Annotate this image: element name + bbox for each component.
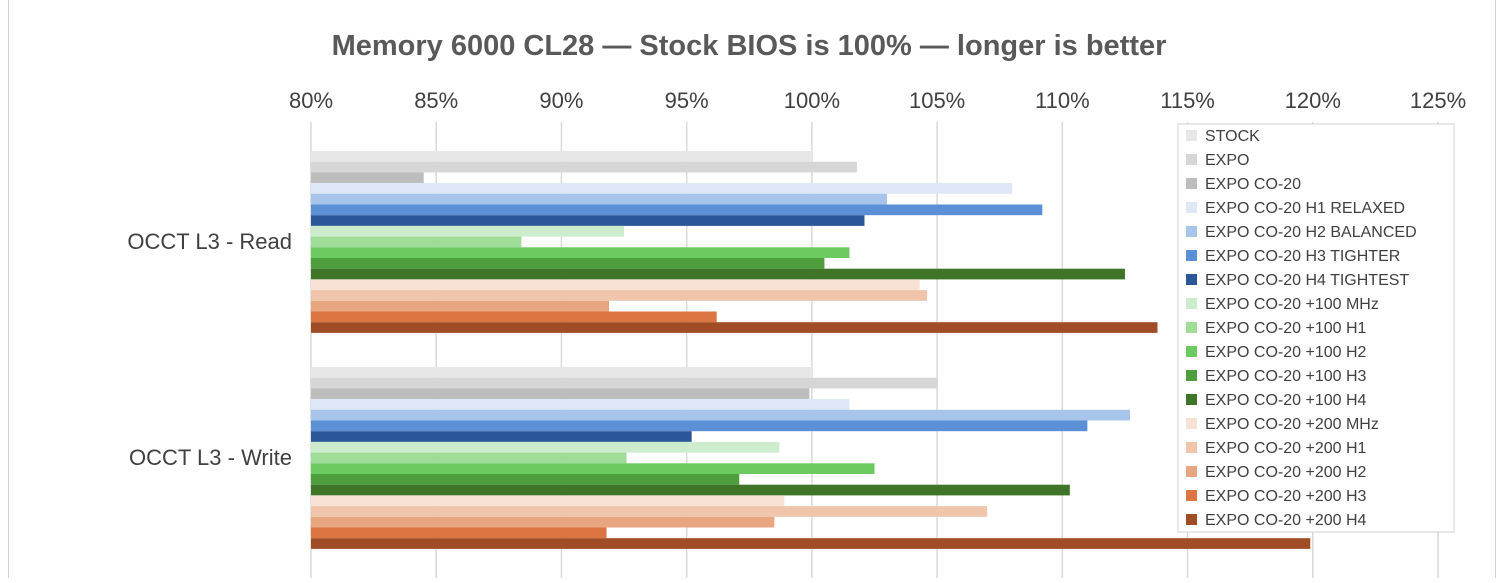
bar — [311, 399, 850, 410]
bar — [311, 527, 607, 539]
bar — [311, 172, 424, 184]
bar — [311, 463, 875, 474]
legend-label: EXPO CO-20 +100 H1 — [1205, 320, 1367, 337]
x-tick-label: 105% — [909, 88, 965, 113]
x-tick-label: 115% — [1160, 88, 1215, 113]
bar — [311, 420, 1088, 432]
bar — [311, 367, 812, 378]
legend-label: EXPO CO-20 H4 TIGHTEST — [1205, 272, 1409, 289]
category-label: OCCT L3 - Write — [129, 445, 292, 470]
bar-chart: Memory 6000 CL28 — Stock BIOS is 100% — … — [127, 30, 1466, 578]
legend-swatch — [1186, 298, 1197, 309]
bar — [311, 538, 1311, 549]
legend-label: EXPO CO-20 +100 H2 — [1205, 344, 1367, 361]
legend-swatch — [1186, 322, 1197, 333]
x-tick-label: 100% — [784, 88, 840, 113]
legend-swatch — [1186, 130, 1197, 141]
legend-swatch — [1186, 154, 1197, 165]
legend-label: STOCK — [1205, 128, 1260, 145]
legend-label: EXPO CO-20 +200 MHz — [1205, 416, 1379, 433]
category-label: OCCT L3 - Read — [127, 229, 292, 254]
bar — [311, 183, 1013, 194]
bar — [311, 322, 1158, 333]
bar — [311, 495, 785, 507]
bar — [311, 279, 920, 291]
legend-swatch — [1186, 370, 1197, 381]
legend-swatch — [1186, 202, 1197, 213]
legend-swatch — [1186, 418, 1197, 429]
legend-label: EXPO — [1205, 152, 1249, 169]
bar — [311, 193, 888, 205]
bar — [311, 290, 928, 301]
legend: STOCK EXPO EXPO CO-20 EXPO CO-20 H1 RELAXED… — [1177, 123, 1455, 533]
bar — [311, 409, 1130, 421]
legend-swatch — [1186, 250, 1197, 261]
legend-swatch — [1186, 442, 1197, 453]
bar — [311, 258, 825, 269]
x-axis-ticks: 80% 85% 90% 95% 100% 105% 110% 115% 120% 125% — [289, 88, 1466, 113]
bar — [311, 388, 810, 400]
legend-swatch — [1186, 394, 1197, 405]
legend-label: EXPO CO-20 +200 H4 — [1205, 512, 1367, 529]
legend-swatch — [1186, 466, 1197, 477]
bar — [311, 300, 610, 312]
bar — [311, 506, 988, 517]
bar — [311, 484, 1070, 496]
x-tick-label: 90% — [539, 88, 583, 113]
bar — [311, 268, 1125, 280]
legend-label: EXPO CO-20 H1 RELAXED — [1205, 200, 1405, 217]
bar — [311, 431, 692, 442]
x-tick-label: 125% — [1410, 88, 1466, 113]
legend-label: EXPO CO-20 H3 TIGHTER — [1205, 248, 1400, 265]
bar — [311, 311, 717, 323]
x-tick-label: 80% — [289, 88, 333, 113]
legend-label: EXPO CO-20 +100 H3 — [1205, 368, 1367, 385]
legend-box — [1177, 123, 1455, 533]
legend-swatch — [1186, 490, 1197, 501]
bar — [311, 377, 938, 389]
bar — [311, 441, 780, 453]
x-tick-label: 95% — [665, 88, 709, 113]
bar — [311, 516, 775, 528]
legend-label: EXPO CO-20 +100 H4 — [1205, 392, 1367, 409]
bar — [311, 452, 627, 464]
legend-swatch — [1186, 226, 1197, 237]
bars — [311, 151, 1311, 549]
legend-label: EXPO CO-20 +100 MHz — [1205, 296, 1379, 313]
bar — [311, 247, 850, 258]
legend-swatch — [1186, 514, 1197, 525]
chart-title: Memory 6000 CL28 — Stock BIOS is 100% — … — [332, 30, 1167, 62]
bar — [311, 151, 812, 162]
legend-label: EXPO CO-20 — [1205, 176, 1301, 193]
bar — [311, 225, 625, 237]
bar — [311, 161, 857, 173]
bar — [311, 204, 1043, 216]
bar — [311, 236, 522, 248]
category-labels: OCCT L3 - Read OCCT L3 - Write — [127, 229, 292, 470]
bar — [311, 215, 865, 226]
legend-label: EXPO CO-20 +200 H2 — [1205, 464, 1367, 481]
legend-label: EXPO CO-20 +200 H3 — [1205, 488, 1367, 505]
chart-frame: Memory 6000 CL28 — Stock BIOS is 100% — … — [8, 0, 1496, 578]
legend-swatch — [1186, 178, 1197, 189]
legend-label: EXPO CO-20 +200 H1 — [1205, 440, 1367, 457]
x-tick-label: 110% — [1035, 88, 1090, 113]
legend-swatch — [1186, 274, 1197, 285]
x-tick-label: 85% — [414, 88, 458, 113]
legend-swatch — [1186, 346, 1197, 357]
legend-label: EXPO CO-20 H2 BALANCED — [1205, 224, 1417, 241]
bar — [311, 474, 740, 485]
x-tick-label: 120% — [1285, 88, 1341, 113]
